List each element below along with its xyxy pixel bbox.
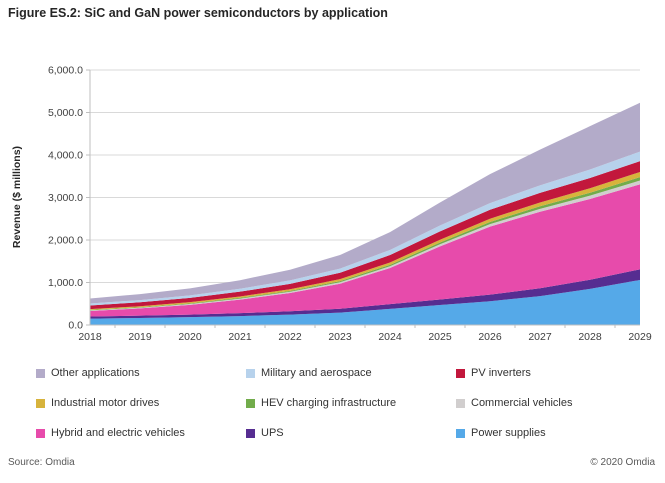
legend-label: Industrial motor drives [51,397,160,409]
legend-item-pv-inverters: PV inverters [456,367,650,379]
legend-swatch-hev-charging-infrastructure [246,398,255,408]
legend-item-industrial-motor-drives: Industrial motor drives [36,397,246,409]
x-tick-label: 2026 [478,331,502,343]
x-tick-label: 2027 [528,331,552,343]
legend-label: UPS [261,427,284,439]
x-tick-label: 2021 [228,331,252,343]
x-tick-label: 2020 [178,331,202,343]
y-tick-label: 3,000.0 [48,192,83,204]
x-tick-label: 2029 [628,331,652,343]
legend-item-ups: UPS [246,427,456,439]
legend-swatch-industrial-motor-drives [36,398,45,408]
legend-item-hybrid-electric-vehicles: Hybrid and electric vehicles [36,427,246,439]
legend-swatch-pv-inverters [456,368,465,378]
y-tick-label: 6,000.0 [48,65,83,77]
legend-swatch-military-aerospace [246,368,255,378]
legend-label: Power supplies [471,427,546,439]
figure-title: Figure ES.2: SiC and GaN power semicondu… [8,6,388,20]
legend-item-commercial-vehicles: Commercial vehicles [456,397,650,409]
x-tick-label: 2019 [128,331,152,343]
legend-label: Other applications [51,367,140,379]
legend-item-power-supplies: Power supplies [456,427,650,439]
legend-label: PV inverters [471,367,531,379]
x-tick-label: 2022 [278,331,302,343]
y-axis-title: Revenue ($ millions) [11,145,23,249]
y-tick-label: 4,000.0 [48,150,83,162]
legend-label: HEV charging infrastructure [261,397,397,409]
y-tick-label: 5,000.0 [48,107,83,119]
copyright-text: © 2020 Omdia [590,457,655,468]
stacked-area-chart: 0.0 1,000.0 2,000.0 3,000.0 4,000.0 5,000.0 6,… [48,65,652,344]
legend-item-other-applications: Other applications [36,367,246,379]
y-tick-label: 2,000.0 [48,235,83,247]
legend-swatch-ups [246,428,255,438]
legend-label: Military and aerospace [261,367,372,379]
legend-swatch-other-applications [36,368,45,378]
legend-label: Commercial vehicles [471,397,573,409]
legend-label: Hybrid and electric vehicles [51,427,185,439]
chart-legend: Other applications Military and aerospace… [36,358,650,448]
legend-item-hev-charging-infrastructure: HEV charging infrastructure [246,397,456,409]
legend-item-military-aerospace: Military and aerospace [246,367,456,379]
x-tick-label: 2018 [78,331,102,343]
x-tick-label: 2024 [378,331,402,343]
x-tick-label: 2023 [328,331,352,343]
source-text: Source: Omdia [8,457,75,468]
area-ups [90,269,640,319]
area-power-supplies [90,279,640,325]
x-tick-label: 2028 [578,331,602,343]
y-tick-label: 0.0 [68,320,83,332]
legend-swatch-commercial-vehicles [456,398,465,408]
y-tick-label: 1,000.0 [48,277,83,289]
x-tick-label: 2025 [428,331,452,343]
legend-swatch-hybrid-electric-vehicles [36,428,45,438]
legend-swatch-power-supplies [456,428,465,438]
area-hybrid-electric-vehicles [90,184,640,317]
